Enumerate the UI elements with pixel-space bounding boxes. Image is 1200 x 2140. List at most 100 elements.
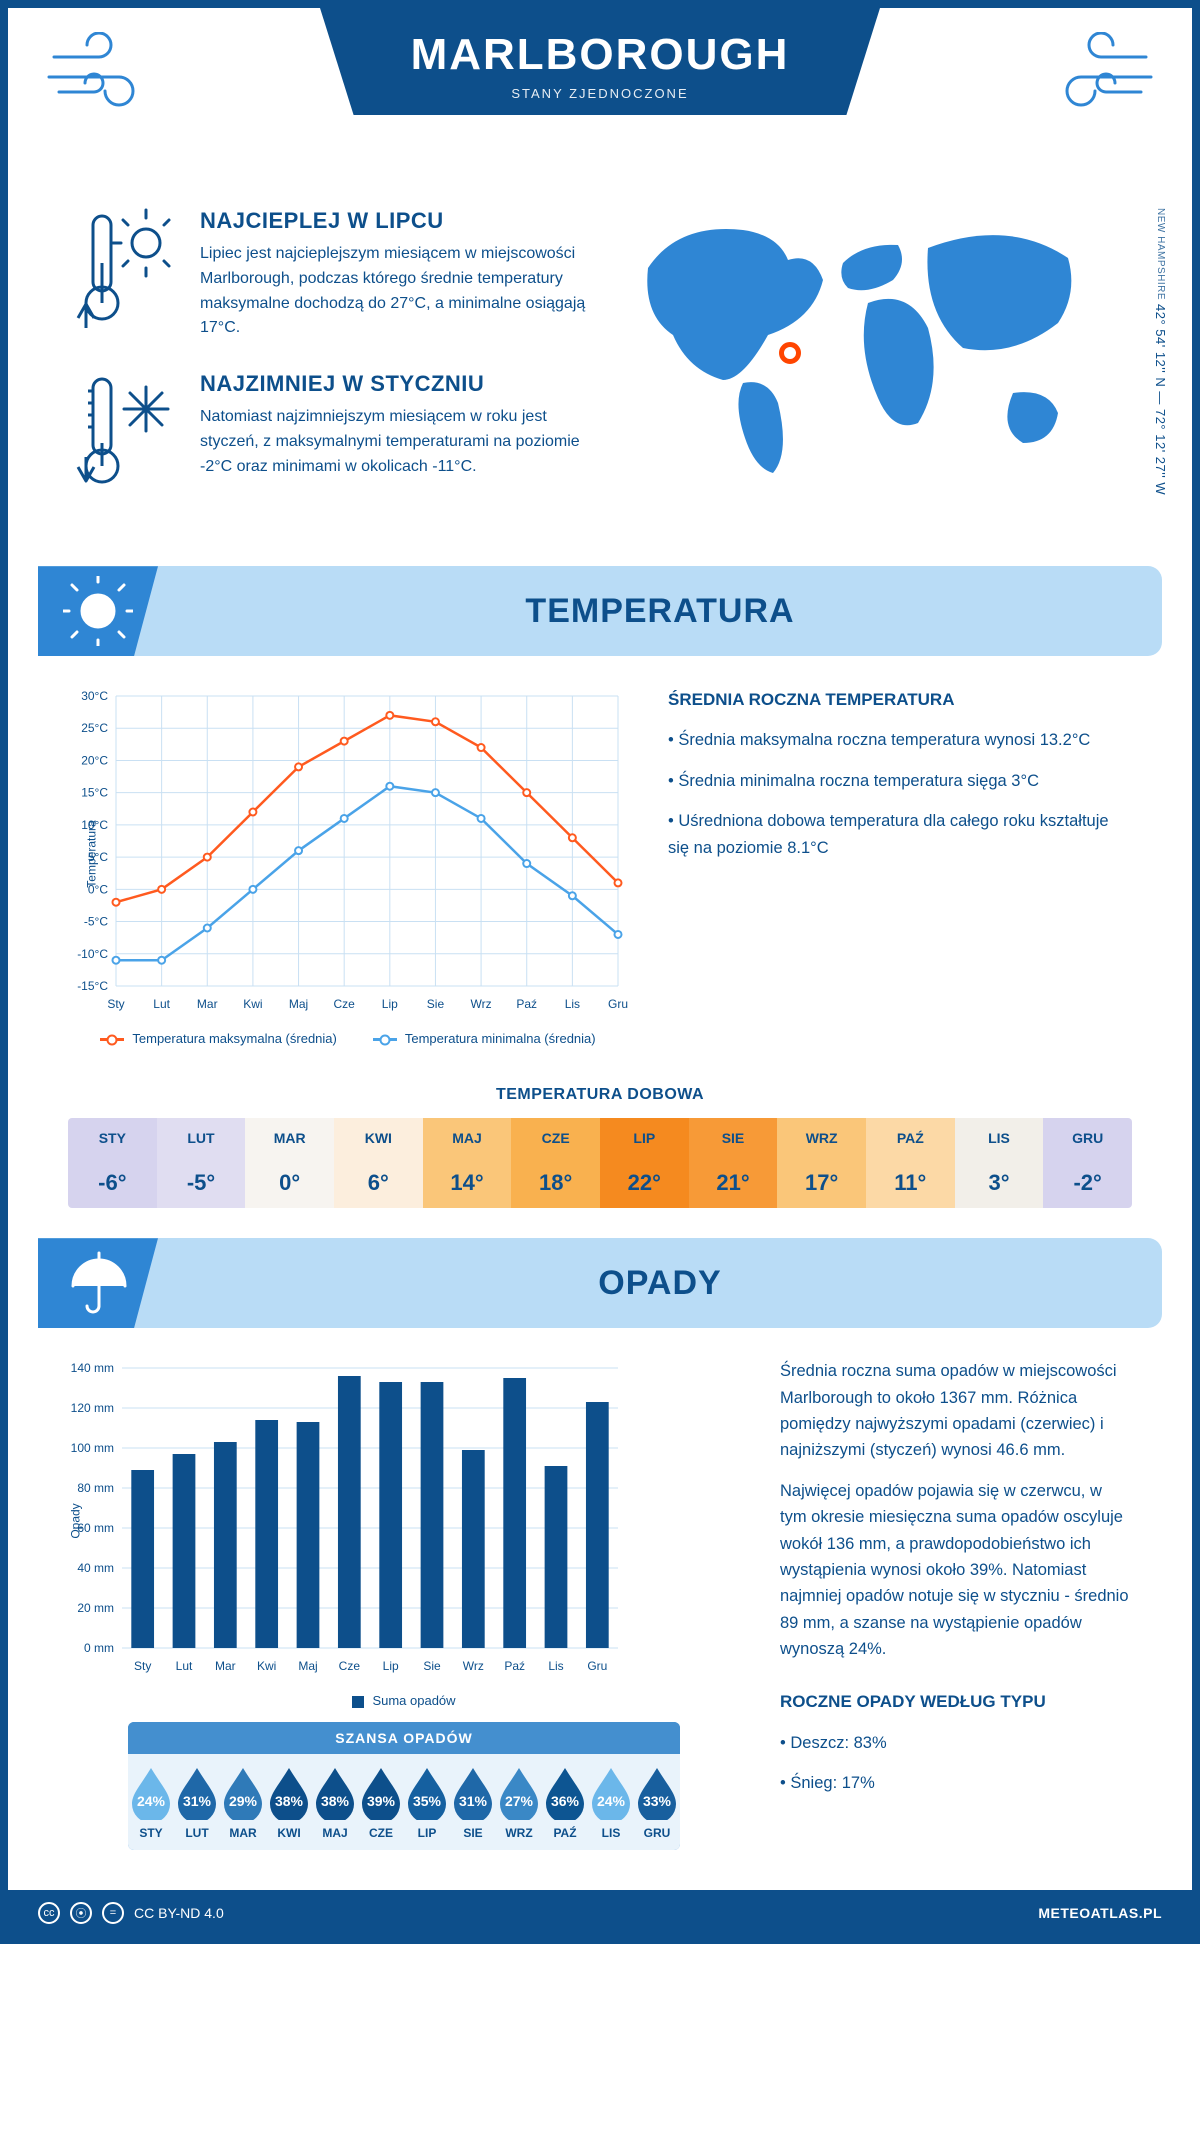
coords-value: 42° 54' 12'' N — 72° 12' 27'' W <box>1153 304 1168 495</box>
month-value: -5° <box>157 1158 246 1208</box>
svg-text:40 mm: 40 mm <box>77 1561 114 1575</box>
svg-text:Gru: Gru <box>587 1659 607 1673</box>
coldest-body: Natomiast najzimniejszym miesiącem w rok… <box>200 405 598 479</box>
month-value: -2° <box>1043 1158 1132 1208</box>
chance-drop: 38% MAJ <box>312 1754 358 1850</box>
precip-type-heading: ROCZNE OPADY WEDŁUG TYPU <box>780 1688 1132 1715</box>
month-value: 0° <box>245 1158 334 1208</box>
temperature-line-chart: Temperatura -15°C-10°C-5°C0°C5°C10°C15°C… <box>68 686 628 1021</box>
city-name: MARLBOROUGH <box>320 30 880 80</box>
annual-temp-b3: Uśredniona dobowa temperatura dla całego… <box>668 808 1132 861</box>
section-title: TEMPERATURA <box>158 592 1162 631</box>
svg-text:Kwi: Kwi <box>257 1659 276 1673</box>
month-value: 21° <box>689 1158 778 1208</box>
svg-text:Paź: Paź <box>504 1659 525 1673</box>
month-header: MAJ <box>423 1118 512 1158</box>
month-header: MAR <box>245 1118 334 1158</box>
header: MARLBOROUGH STANY ZJEDNOCZONE <box>8 8 1192 188</box>
y-axis-label: Temperatura <box>85 820 99 887</box>
chance-drop: 33% GRU <box>634 1754 680 1850</box>
svg-text:39%: 39% <box>367 1793 396 1809</box>
svg-text:Cze: Cze <box>339 1659 361 1673</box>
precipitation-bar-chart: Opady 0 mm20 mm40 mm60 mm80 mm100 mm120 … <box>68 1358 740 1683</box>
section-precip-banner: OPADY <box>38 1238 1162 1328</box>
svg-text:140 mm: 140 mm <box>71 1361 114 1375</box>
coldest-title: NAJZIMNIEJ W STYCZNIU <box>200 371 598 397</box>
svg-text:Lis: Lis <box>548 1659 563 1673</box>
legend-max: Temperatura maksymalna (średnia) <box>132 1031 336 1046</box>
month-value: 6° <box>334 1158 423 1208</box>
svg-text:120 mm: 120 mm <box>71 1401 114 1415</box>
chance-drop: 27% WRZ <box>496 1754 542 1850</box>
chance-drop: 36% PAŹ <box>542 1754 588 1850</box>
license: cc ⦿ = CC BY-ND 4.0 <box>38 1902 224 1924</box>
month-value: 18° <box>511 1158 600 1208</box>
svg-text:30°C: 30°C <box>81 689 108 703</box>
month-value: -6° <box>68 1158 157 1208</box>
svg-text:100 mm: 100 mm <box>71 1441 114 1455</box>
svg-text:0 mm: 0 mm <box>84 1641 114 1655</box>
svg-text:-15°C: -15°C <box>77 979 108 993</box>
month-header: GRU <box>1043 1118 1132 1158</box>
svg-text:36%: 36% <box>551 1793 580 1809</box>
chance-of-precip: SZANSA OPADÓW 24% STY 31% LUT 29% MAR 38… <box>128 1722 680 1850</box>
umbrella-icon <box>38 1238 158 1328</box>
title-ribbon: MARLBOROUGH STANY ZJEDNOCZONE <box>320 8 880 115</box>
month-value: 22° <box>600 1158 689 1208</box>
chance-drop: 31% LUT <box>174 1754 220 1850</box>
svg-text:-5°C: -5°C <box>84 915 108 929</box>
month-header: SIE <box>689 1118 778 1158</box>
svg-text:24%: 24% <box>137 1793 166 1809</box>
brand: METEOATLAS.PL <box>1038 1905 1162 1921</box>
month-header: LUT <box>157 1118 246 1158</box>
warmest-body: Lipiec jest najcieplejszym miesiącem w m… <box>200 242 598 341</box>
chance-drop: 38% KWI <box>266 1754 312 1850</box>
by-icon: ⦿ <box>70 1902 92 1924</box>
svg-text:Mar: Mar <box>215 1659 236 1673</box>
svg-text:31%: 31% <box>183 1793 212 1809</box>
svg-text:Lut: Lut <box>153 997 170 1011</box>
svg-text:38%: 38% <box>275 1793 304 1809</box>
warmest-title: NAJCIEPLEJ W LIPCU <box>200 208 598 234</box>
chance-drop: 24% LIS <box>588 1754 634 1850</box>
svg-text:20°C: 20°C <box>81 754 108 768</box>
cc-icon: cc <box>38 1902 60 1924</box>
annual-temp-b1: Średnia maksymalna roczna temperatura wy… <box>668 727 1132 753</box>
thermometer-sun-icon <box>68 208 178 341</box>
wind-icon <box>1046 32 1156 117</box>
section-temperature-banner: TEMPERATURA <box>38 566 1162 656</box>
svg-text:Sie: Sie <box>427 997 445 1011</box>
legend-min: Temperatura minimalna (średnia) <box>405 1031 596 1046</box>
svg-text:Gru: Gru <box>608 997 628 1011</box>
svg-text:20 mm: 20 mm <box>77 1601 114 1615</box>
month-value: 17° <box>777 1158 866 1208</box>
warmest-block: NAJCIEPLEJ W LIPCU Lipiec jest najcieple… <box>68 208 598 341</box>
annual-temp-heading: ŚREDNIA ROCZNA TEMPERATURA <box>668 686 1132 713</box>
svg-text:Cze: Cze <box>334 997 356 1011</box>
infographic: MARLBOROUGH STANY ZJEDNOCZONE NAJCIEPLEJ… <box>0 0 1200 1944</box>
month-header: KWI <box>334 1118 423 1158</box>
svg-text:Lut: Lut <box>176 1659 193 1673</box>
svg-text:33%: 33% <box>643 1793 672 1809</box>
month-header: WRZ <box>777 1118 866 1158</box>
svg-text:Lip: Lip <box>382 997 398 1011</box>
svg-text:Lip: Lip <box>383 1659 399 1673</box>
svg-text:Sty: Sty <box>134 1659 151 1673</box>
svg-text:25°C: 25°C <box>81 721 108 735</box>
month-header: LIP <box>600 1118 689 1158</box>
svg-text:80 mm: 80 mm <box>77 1481 114 1495</box>
region-label: NEW HAMPSHIRE <box>1155 208 1166 300</box>
chart-legend: Temperatura maksymalna (średnia) Tempera… <box>68 1031 628 1046</box>
sun-icon <box>38 566 158 656</box>
section-title: OPADY <box>158 1264 1162 1303</box>
footer: cc ⦿ = CC BY-ND 4.0 METEOATLAS.PL <box>8 1890 1192 1936</box>
svg-text:Maj: Maj <box>298 1659 317 1673</box>
chance-drop: 24% STY <box>128 1754 174 1850</box>
coldest-block: NAJZIMNIEJ W STYCZNIU Natomiast najzimni… <box>68 371 598 496</box>
month-value: 3° <box>955 1158 1044 1208</box>
svg-text:Mar: Mar <box>197 997 218 1011</box>
overview-row: NAJCIEPLEJ W LIPCU Lipiec jest najcieple… <box>8 188 1192 536</box>
chance-drop: 35% LIP <box>404 1754 450 1850</box>
thermometer-snow-icon <box>68 371 178 496</box>
precip-p2: Najwięcej opadów pojawia się w czerwcu, … <box>780 1478 1132 1663</box>
